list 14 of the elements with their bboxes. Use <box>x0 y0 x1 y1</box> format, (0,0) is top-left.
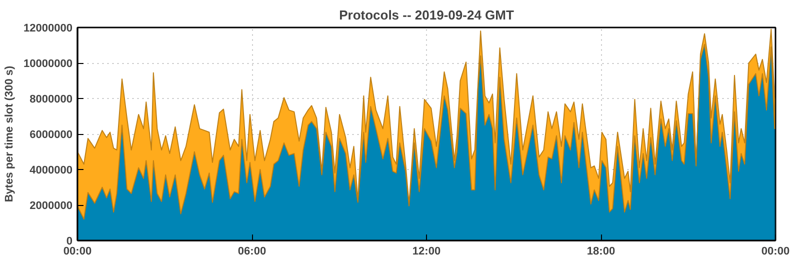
y-tick-label: 8000000 <box>30 94 73 106</box>
y-tick-label: 2000000 <box>30 200 73 212</box>
x-tick-label: 06:00 <box>238 246 266 258</box>
x-tick-label: 12:00 <box>412 246 441 258</box>
chart-title: Protocols -- 2019-09-24 GMT <box>339 8 514 22</box>
y-tick-label: 6000000 <box>30 129 73 141</box>
y-axis-title: Bytes per time slot (300 s) <box>4 66 16 202</box>
x-tick-label: 18:00 <box>586 246 616 258</box>
y-tick-label: 0 <box>66 236 73 248</box>
x-tick-label: 00:00 <box>63 246 92 258</box>
x-tick-label: 00:00 <box>761 246 790 258</box>
y-tick-label: 10000000 <box>24 58 73 70</box>
y-tick-label: 12000000 <box>24 22 73 34</box>
y-tick-label: 4000000 <box>30 164 73 176</box>
